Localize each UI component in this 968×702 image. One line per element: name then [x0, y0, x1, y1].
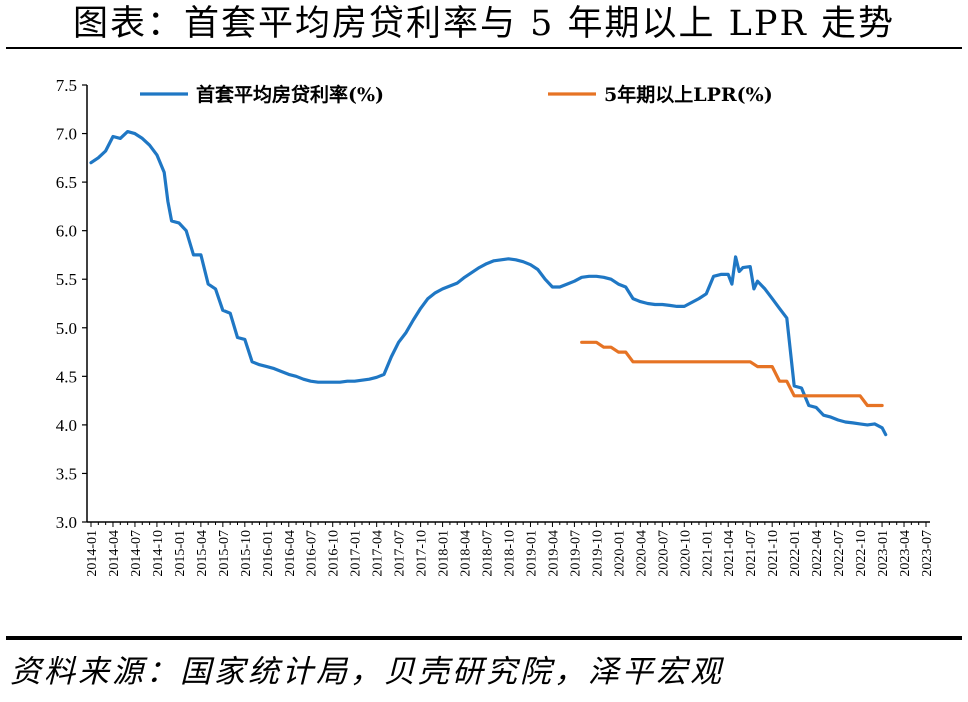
x-tick-label: 2022-10 [854, 530, 869, 577]
x-tick-label: 2023-01 [876, 530, 891, 577]
x-tick-label: 2016-04 [283, 530, 298, 577]
legend-label-lpr: 5年期以上LPR(%) [604, 83, 773, 106]
y-tick-label: 5.5 [56, 270, 77, 289]
x-tick-label: 2019-01 [524, 530, 539, 577]
source-note: 资料来源：国家统计局，贝壳研究院，泽平宏观 [10, 654, 724, 690]
x-tick-label: 2023-04 [898, 530, 913, 577]
x-tick-label: 2014-01 [85, 530, 100, 577]
y-tick-label: 7.5 [56, 76, 77, 95]
x-tick-label: 2015-01 [173, 530, 188, 577]
x-tick-label: 2022-01 [788, 530, 803, 577]
x-tick-label: 2019-07 [568, 530, 583, 577]
x-tick-label: 2018-04 [459, 530, 474, 577]
x-tick-label: 2015-10 [239, 530, 254, 577]
y-tick-label: 6.0 [56, 222, 77, 241]
x-tick-label: 2015-04 [195, 530, 210, 577]
title-divider [6, 47, 962, 49]
x-tick-label: 2016-01 [261, 530, 276, 577]
y-tick-label: 6.5 [56, 173, 77, 192]
x-tick-label: 2017-04 [371, 530, 386, 577]
y-tick-label: 4.5 [56, 367, 77, 386]
x-tick-label: 2021-01 [700, 530, 715, 577]
chart-title: 图表：首套平均房贷利率与 5 年期以上 LPR 走势 [73, 4, 895, 44]
series-line-lpr [580, 340, 884, 408]
x-tick-label: 2021-07 [744, 530, 759, 577]
x-tick-label: 2020-01 [612, 530, 627, 577]
series-line-mortgage-rate [89, 130, 888, 437]
x-tick-label: 2014-10 [151, 530, 166, 577]
x-tick-label: 2017-10 [415, 530, 430, 577]
chart-axes: 3.0 3.5 4.0 4.5 5.0 5.5 6.0 6.5 7.0 7.5 2014-01 201… [56, 76, 935, 577]
x-tick-label: 2023-07 [920, 530, 935, 577]
y-tick-label: 3.5 [56, 464, 77, 483]
x-tick-label: 2014-04 [107, 530, 122, 577]
x-tick-label: 2020-10 [678, 530, 693, 577]
x-tick-label: 2021-10 [766, 530, 781, 577]
x-tick-label: 2021-04 [722, 530, 737, 577]
x-tick-label: 2022-04 [810, 530, 825, 577]
line-chart: 3.0 3.5 4.0 4.5 5.0 5.5 6.0 6.5 7.0 7.5 2014-01 201… [56, 76, 935, 577]
chart-legend: 首套平均房贷利率(%) 5年期以上LPR(%) [140, 83, 773, 106]
x-tick-label: 2022-07 [832, 530, 847, 577]
x-tick-label: 2020-04 [634, 530, 649, 577]
y-tick-label: 7.0 [56, 125, 77, 144]
x-tick-label: 2020-07 [656, 530, 671, 577]
x-tick-label: 2017-01 [349, 530, 364, 577]
x-tick-label: 2016-10 [327, 530, 342, 577]
x-tick-label: 2014-07 [129, 530, 144, 577]
x-tick-label: 2018-01 [437, 530, 452, 577]
source-divider [6, 636, 962, 640]
x-tick-label: 2016-07 [305, 530, 320, 577]
x-tick-label: 2019-04 [546, 530, 561, 577]
x-tick-label: 2015-07 [217, 530, 232, 577]
x-tick-label: 2017-07 [393, 530, 408, 577]
y-tick-label: 4.0 [56, 416, 77, 435]
x-tick-label: 2018-07 [481, 530, 496, 577]
y-tick-label: 3.0 [56, 513, 77, 532]
legend-label-mortgage-rate: 首套平均房贷利率(%) [196, 83, 384, 106]
y-tick-label: 5.0 [56, 319, 77, 338]
x-tick-label: 2019-10 [590, 530, 605, 577]
chart-series-layer [89, 130, 888, 437]
x-tick-label: 2018-10 [503, 530, 518, 577]
